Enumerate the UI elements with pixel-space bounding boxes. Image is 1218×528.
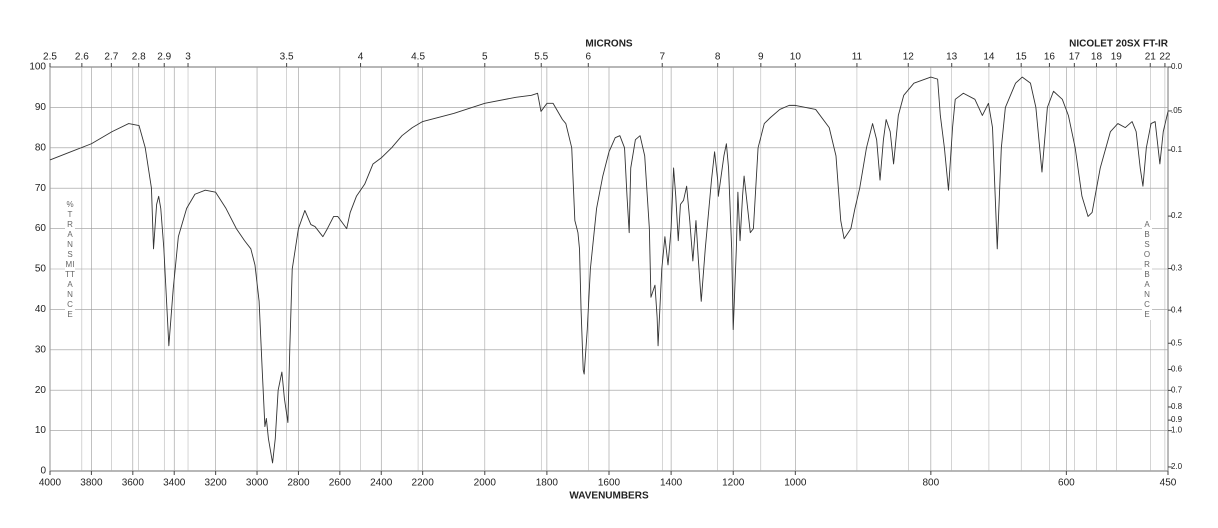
- y2-tick-label: 2.0: [1171, 462, 1183, 471]
- y-tick-label: 60: [35, 223, 47, 234]
- y-tick-label: 30: [35, 344, 47, 355]
- instrument-label: NICOLET 20SX FT-IR: [1069, 39, 1169, 50]
- x-tick-label: 600: [1058, 478, 1075, 489]
- y-tick-label: 20: [35, 385, 47, 396]
- x-tick-label: 3200: [205, 478, 228, 489]
- y2-tick-label: 0.0: [1171, 62, 1183, 71]
- x2-tick-label: 5: [482, 52, 488, 63]
- y2-tick-label: 0.2: [1171, 211, 1183, 220]
- x2-tick-label: 6: [586, 52, 592, 63]
- x2-tick-label: 12: [903, 52, 915, 63]
- x-tick-label: 2200: [412, 478, 435, 489]
- x2-tick-label: 4.5: [411, 52, 425, 63]
- x-tick-label: 1200: [722, 478, 745, 489]
- x2-tick-label: 14: [983, 52, 995, 63]
- x-tick-label: 3800: [80, 478, 103, 489]
- x-tick-label: 3400: [163, 478, 186, 489]
- y2-tick-label: 0.1: [1171, 145, 1183, 154]
- x2-axis-title: MICRONS: [585, 39, 633, 50]
- x-tick-label: 1600: [598, 478, 621, 489]
- x2-tick-label: 3.5: [280, 52, 294, 63]
- x-tick-label: 1400: [660, 478, 683, 489]
- x2-tick-label: 11: [852, 52, 863, 63]
- x-tick-label: 1000: [784, 478, 807, 489]
- y-tick-label: 40: [35, 304, 47, 315]
- x-tick-label: 800: [923, 478, 940, 489]
- y-tick-label: 90: [35, 102, 47, 113]
- x2-tick-label: 8: [715, 52, 721, 63]
- x2-tick-label: 18: [1091, 52, 1103, 63]
- x2-tick-label: 2.8: [132, 52, 146, 63]
- x2-tick-label: 19: [1111, 52, 1123, 63]
- y2-tick-label: 1.0: [1171, 426, 1183, 435]
- y2-tick-label: 0.3: [1171, 264, 1183, 273]
- x2-tick-label: 5.5: [534, 52, 548, 63]
- x2-tick-label: 10: [790, 52, 802, 63]
- x2-tick-label: 13: [946, 52, 958, 63]
- y2-tick-label: 0.5: [1171, 338, 1183, 347]
- x2-tick-label: 9: [758, 52, 764, 63]
- x2-tick-label: 7: [659, 52, 665, 63]
- y2-tick-label: 0.4: [1171, 305, 1183, 314]
- y2-tick-label: 0.9: [1171, 415, 1183, 424]
- spectrum-line: [49, 76, 1169, 464]
- x-tick-label: 1800: [536, 478, 559, 489]
- y2-tick-label: 0.7: [1171, 386, 1183, 395]
- x2-tick-label: 16: [1044, 52, 1056, 63]
- x2-tick-label: 15: [1016, 52, 1028, 63]
- x-tick-label: 3600: [122, 478, 145, 489]
- x2-tick-label: 2.7: [104, 52, 118, 63]
- x2-tick-label: 3: [185, 52, 191, 63]
- y2-tick-label: .05: [1171, 106, 1183, 115]
- x2-tick-label: 2.9: [157, 52, 171, 63]
- x-tick-label: 4000: [39, 478, 62, 489]
- x-axis-title: WAVENUMBERS: [569, 491, 649, 502]
- x-tick-label: 450: [1160, 478, 1177, 489]
- y-tick-label: 80: [35, 142, 47, 153]
- y-tick-label: 100: [29, 62, 46, 73]
- x2-tick-label: 2.5: [43, 52, 57, 63]
- y-tick-label: 70: [35, 183, 47, 194]
- x-tick-label: 2000: [474, 478, 497, 489]
- x-tick-label: 2600: [329, 478, 352, 489]
- x-tick-label: 3000: [246, 478, 269, 489]
- y2-tick-label: 0.6: [1171, 365, 1183, 374]
- y2-tick-label: 0.8: [1171, 402, 1183, 411]
- x-tick-label: 2800: [287, 478, 310, 489]
- x2-tick-label: 17: [1069, 52, 1081, 63]
- x2-tick-label: 4: [358, 52, 364, 63]
- x-tick-label: 2400: [370, 478, 393, 489]
- y-tick-label: 50: [35, 264, 47, 275]
- y2-axis-title: ABSORBANCE: [1142, 220, 1152, 320]
- y-tick-label: 10: [35, 425, 47, 436]
- x2-tick-label: 2.6: [75, 52, 89, 63]
- x2-tick-label: 21: [1145, 52, 1157, 63]
- y-tick-label: 0: [40, 466, 46, 477]
- x2-tick-label: 22: [1159, 52, 1171, 63]
- y-axis-title: %TRANSMITTANCE: [65, 200, 75, 320]
